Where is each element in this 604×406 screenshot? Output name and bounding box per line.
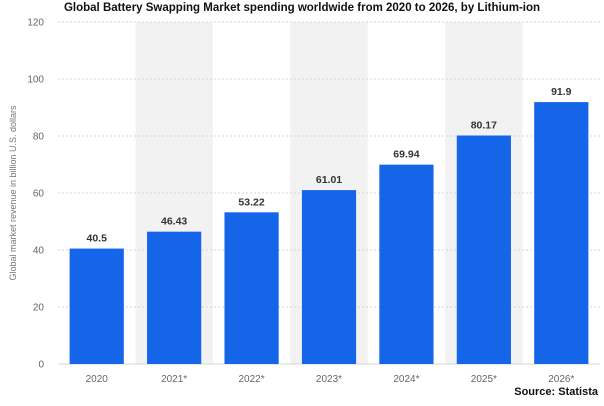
value-labels: 40.5 46.43 53.22 61.01 69.94 80.17 91.9 [86, 86, 571, 244]
x-tick-label: 2025* [471, 374, 497, 385]
bar [456, 135, 511, 364]
y-tick-label: 100 [27, 75, 44, 86]
chart-title: Global Battery Swapping Market spending … [63, 2, 541, 14]
x-tick-label: 2023* [316, 374, 342, 385]
value-label: 80.17 [471, 120, 497, 132]
x-tick-label: 2021* [161, 374, 187, 385]
value-label: 91.9 [551, 86, 572, 98]
y-tick-label: 0 [38, 360, 44, 371]
y-tick-label: 80 [33, 132, 45, 143]
y-tick-label: 40 [33, 246, 45, 257]
value-label: 53.22 [238, 196, 264, 208]
x-axis-ticks: 2020 2021* 2022* 2023* 2024* 2025* 2026* [86, 374, 575, 385]
x-tick-label: 2026* [548, 374, 574, 385]
bar [69, 248, 124, 364]
value-label: 69.94 [393, 149, 419, 161]
value-label: 61.01 [316, 174, 342, 186]
bar [379, 164, 434, 364]
value-label: 46.43 [161, 216, 187, 228]
y-tick-label: 120 [27, 18, 44, 29]
bars [69, 102, 589, 365]
y-tick-label: 60 [33, 189, 45, 200]
value-label: 40.5 [86, 233, 107, 245]
source-label: Source: Statista [514, 386, 598, 398]
bar [534, 102, 589, 365]
y-axis-ticks: 0 20 40 60 80 100 120 [27, 18, 44, 371]
x-tick-label: 2022* [239, 374, 265, 385]
x-tick-label: 2024* [393, 374, 419, 385]
bar [147, 231, 202, 364]
y-axis-label: Global market revenue in billion U.S. do… [8, 105, 18, 281]
bar [301, 190, 357, 364]
y-tick-label: 20 [33, 303, 45, 314]
bar [224, 212, 279, 364]
x-tick-label: 2020 [86, 374, 109, 385]
